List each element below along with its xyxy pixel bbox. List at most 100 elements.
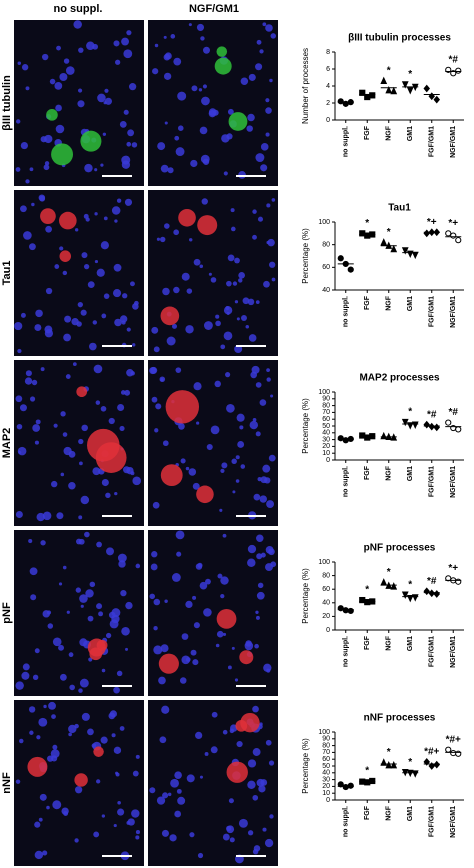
cell (228, 112, 248, 131)
nucleus (163, 35, 167, 39)
nucleus (127, 129, 135, 137)
cell (196, 485, 214, 504)
nucleus (103, 216, 108, 221)
y-tick-label: 100 (318, 389, 330, 396)
nucleus (96, 541, 102, 548)
nucleus (220, 576, 229, 585)
nucleus (248, 73, 256, 81)
nucleus (268, 760, 275, 766)
nucleus (215, 320, 221, 327)
nucleus (66, 610, 70, 614)
nucleus (104, 88, 109, 93)
chart-title: βIII tubulin processes (348, 33, 451, 44)
x-tick-label: FGF/GM1 (429, 296, 436, 327)
nucleus (25, 370, 32, 377)
nucleus (202, 84, 208, 89)
nucleus (246, 125, 253, 132)
nucleus (255, 610, 259, 614)
nucleus (75, 538, 82, 545)
nucleus (252, 748, 261, 756)
point (450, 232, 457, 239)
chart-title: MAP2 processes (359, 373, 439, 384)
micrograph (14, 190, 144, 356)
y-tick-label: 60 (322, 756, 330, 763)
nucleus (259, 49, 264, 54)
nucleus (113, 40, 120, 47)
point (380, 431, 388, 440)
nucleus (62, 432, 68, 437)
nucleus (123, 49, 133, 59)
nucleus (236, 413, 245, 422)
nucleus (40, 540, 46, 546)
y-tick-label: 10 (322, 450, 330, 457)
nucleus (19, 404, 27, 412)
nucleus (173, 286, 180, 294)
nucleus (230, 208, 235, 213)
nucleus (151, 326, 159, 334)
nucleus (197, 852, 204, 859)
nucleus (234, 300, 239, 304)
nucleus (196, 23, 205, 31)
nucleus (154, 428, 159, 433)
nucleus (96, 779, 101, 784)
nucleus (55, 124, 65, 134)
nucleus (85, 589, 94, 598)
nucleus (191, 85, 198, 92)
y-tick-label: 0 (326, 457, 330, 464)
nucleus (20, 205, 27, 213)
nucleus (101, 668, 106, 673)
y-tick-label: 20 (322, 613, 330, 620)
nucleus (265, 24, 273, 32)
point (433, 95, 441, 104)
nucleus (100, 405, 107, 412)
nucleus (203, 321, 213, 330)
significance: * (387, 66, 391, 77)
point (359, 89, 366, 96)
nucleus (135, 830, 141, 835)
nucleus (232, 490, 236, 494)
nucleus (247, 780, 256, 789)
point (337, 781, 344, 788)
nucleus (199, 775, 203, 779)
nucleus (222, 833, 230, 841)
nucleus (174, 135, 180, 141)
nucleus (192, 482, 200, 490)
nucleus (262, 22, 267, 27)
nucleus (197, 562, 203, 568)
significance: *# (449, 407, 459, 418)
nucleus (170, 34, 176, 39)
nucleus (105, 492, 111, 499)
nucleus (160, 164, 169, 173)
nucleus (36, 735, 41, 740)
significance: *# (427, 576, 437, 587)
nucleus (252, 234, 257, 240)
nucleus (253, 493, 261, 501)
nucleus (201, 198, 208, 205)
nucleus (46, 610, 52, 615)
y-tick-label: 60 (322, 264, 330, 271)
x-tick-label: NGF (386, 465, 393, 481)
nucleus (32, 424, 41, 432)
nucleus (112, 289, 122, 298)
y-tick-label: 8 (326, 49, 330, 56)
nucleus (186, 774, 195, 783)
nucleus (159, 376, 166, 383)
point (359, 230, 366, 237)
nucleus (54, 81, 63, 90)
nucleus (78, 47, 84, 53)
chart-title: pNF processes (364, 543, 436, 554)
point (428, 589, 436, 598)
point (342, 437, 349, 444)
nucleus (223, 331, 233, 341)
nucleus (15, 779, 21, 784)
nucleus (152, 68, 159, 75)
y-tick-label: 40 (322, 770, 330, 777)
nucleus (175, 147, 185, 157)
nucleus (239, 425, 244, 430)
point (423, 587, 431, 596)
nucleus (153, 645, 163, 655)
nucleus (204, 751, 209, 756)
nucleus (173, 229, 180, 236)
nucleus (196, 421, 200, 425)
